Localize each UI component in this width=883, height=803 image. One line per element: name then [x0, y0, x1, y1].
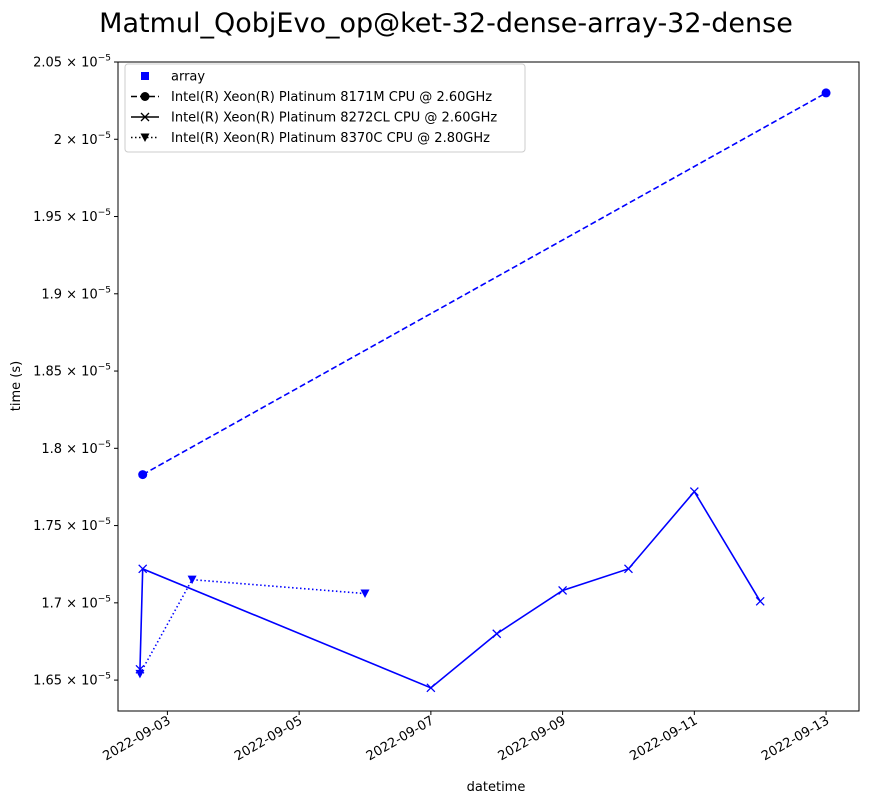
x-axis-label: datetime	[467, 780, 526, 795]
y-tick-label: 1.95 × 10−5	[33, 208, 111, 225]
data-point	[138, 470, 148, 480]
series	[135, 487, 765, 693]
data-point	[140, 133, 150, 142]
x-tick-label: 2022-09-03	[100, 713, 173, 764]
x-tick-label: 2022-09-11	[627, 713, 700, 764]
legend-entry: Intel(R) Xeon(R) Platinum 8171M CPU @ 2.…	[131, 90, 492, 105]
data-point	[492, 629, 502, 639]
plot-frame	[117, 61, 860, 712]
data-point	[821, 88, 831, 98]
plot-area	[135, 88, 831, 693]
x-tick-label: 2022-09-09	[496, 713, 569, 764]
data-point	[141, 72, 149, 80]
y-tick-label: 1.7 × 10−5	[41, 594, 111, 611]
data-point	[426, 683, 436, 693]
y-tick-label: 1.65 × 10−5	[33, 672, 111, 689]
legend: array Intel(R) Xeon(R) Platinum 8171M CPU…	[124, 63, 526, 153]
series-line	[142, 92, 827, 476]
chart-title: Matmul_QobjEvo_op@ket-32-dense-array-32-…	[99, 8, 793, 39]
series-line	[139, 490, 761, 689]
x-axis: 2022-09-03 2022-09-05 2022-09-07 2022-09-09…	[100, 711, 832, 764]
data-point	[558, 586, 568, 595]
data-point	[360, 589, 370, 599]
data-point	[140, 92, 150, 101]
data-point	[624, 564, 633, 574]
x-tick-label: 2022-09-13	[759, 713, 832, 764]
legend-entry: array	[141, 70, 205, 85]
data-point	[138, 564, 148, 574]
y-axis-label: time (s)	[9, 361, 24, 411]
legend-entry: Intel(R) Xeon(R) Platinum 8272CL CPU @ 2…	[131, 111, 497, 126]
legend-label: array	[171, 70, 205, 85]
y-tick-label: 1.85 × 10−5	[33, 363, 111, 380]
series	[138, 88, 831, 480]
data-point	[755, 596, 765, 606]
y-tick-label: 1.75 × 10−5	[33, 517, 111, 534]
data-point	[689, 487, 699, 497]
y-tick-label: 1.8 × 10−5	[41, 440, 111, 457]
series	[135, 575, 370, 679]
y-axis: 1.65 × 10−5 1.7 × 10−5 1.75 × 10−5 1.8 × 10…	[33, 54, 118, 689]
y-tick-label: 2 × 10−5	[54, 131, 111, 148]
legend-entry: Intel(R) Xeon(R) Platinum 8370C CPU @ 2.…	[131, 131, 490, 146]
legend-box	[124, 63, 526, 153]
legend-label: Intel(R) Xeon(R) Platinum 8171M CPU @ 2.…	[171, 90, 492, 105]
series-line	[139, 578, 366, 675]
data-point	[135, 669, 145, 679]
data-point	[140, 112, 150, 122]
x-tick-label: 2022-09-07	[364, 713, 437, 764]
y-tick-label: 2.05 × 10−5	[33, 54, 111, 71]
data-point	[187, 575, 197, 585]
y-tick-label: 1.9 × 10−5	[41, 285, 111, 302]
legend-label: Intel(R) Xeon(R) Platinum 8370C CPU @ 2.…	[171, 131, 490, 146]
x-tick-label: 2022-09-05	[232, 713, 305, 764]
legend-label: Intel(R) Xeon(R) Platinum 8272CL CPU @ 2…	[171, 111, 497, 126]
